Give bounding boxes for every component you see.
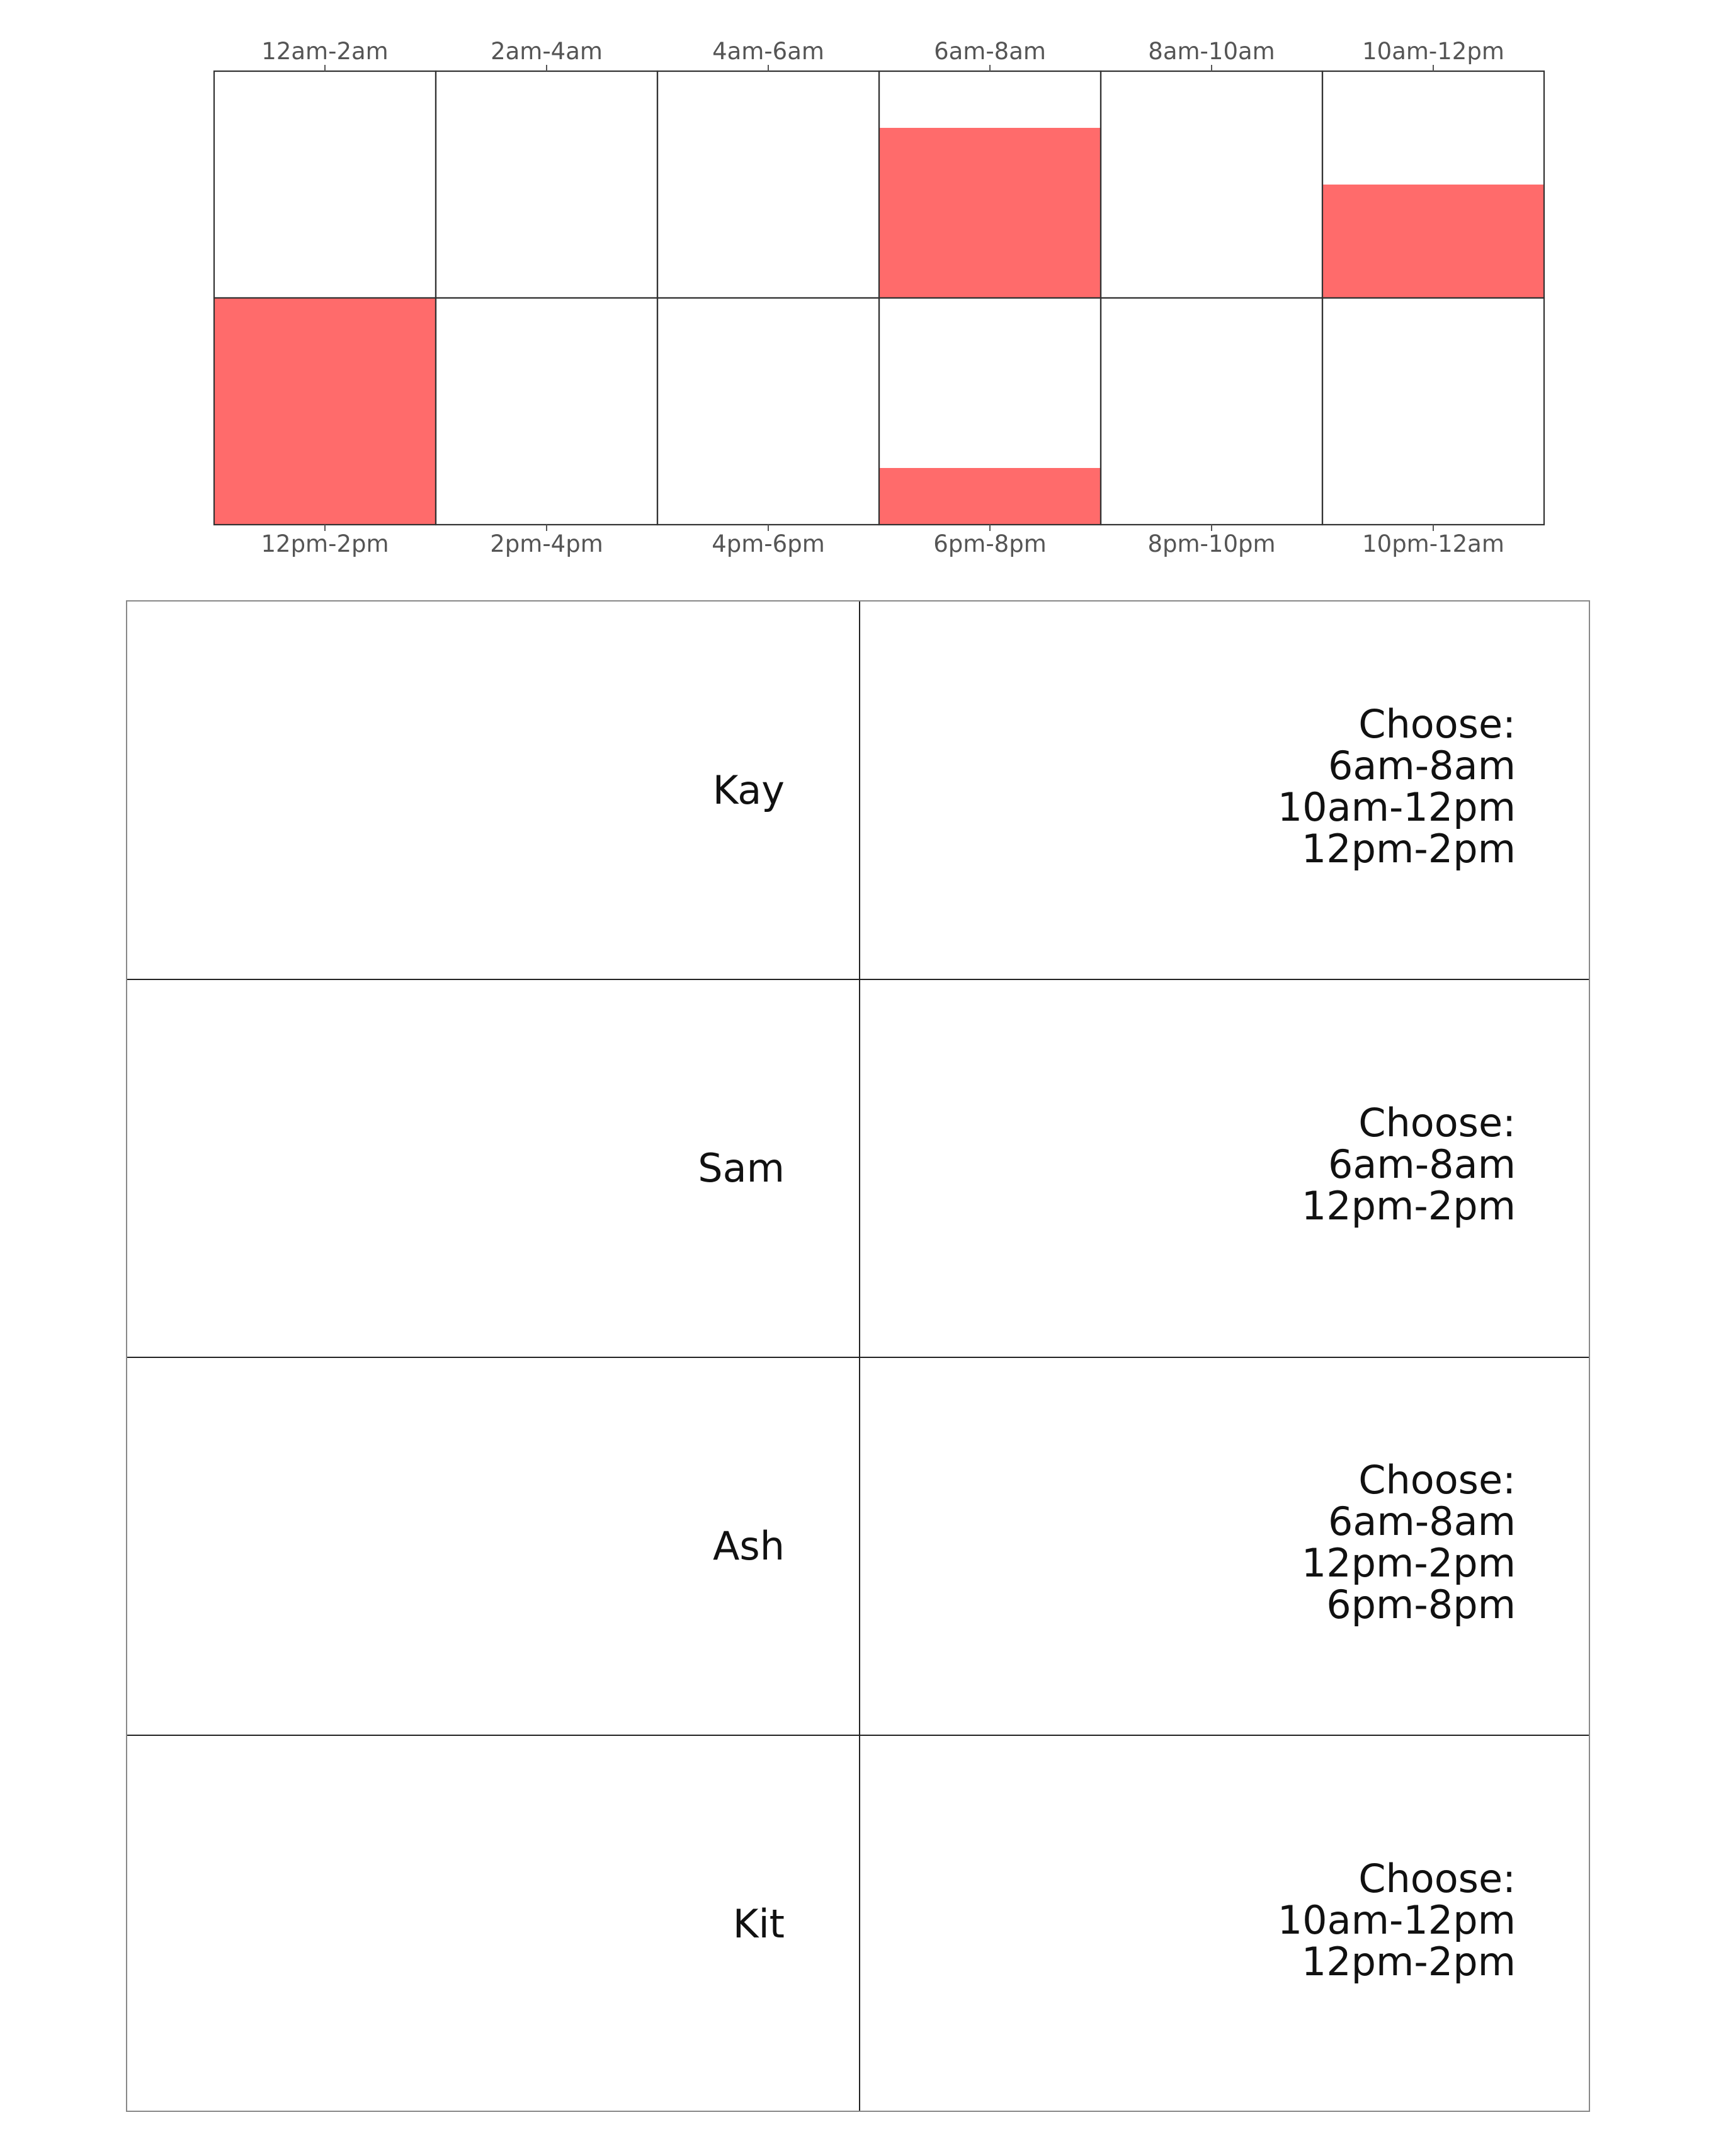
grid-cell [656,297,880,526]
row-divider [127,979,1589,980]
chart-cells [213,70,1545,526]
top-tick-label: 10am-12pm [1362,38,1504,65]
person-name: Sam [698,1145,785,1191]
choice-heading: Choose: [1358,701,1516,747]
table-row-kay: Kay Choose: 6am-8am 10am-12pm 12pm-2pm [127,602,1589,979]
choice-cell: Choose: 6am-8am 12pm-2pm [860,979,1590,1357]
person-name: Kit [732,1901,785,1947]
person-name: Kay [712,767,785,813]
name-cell: Ash [127,1357,859,1735]
bottom-tick-label: 4pm-6pm [712,530,825,557]
grid-cell [213,70,437,299]
name-cell: Kay [127,602,859,979]
name-cell: Sam [127,979,859,1357]
grid-cell [435,70,659,299]
choice-slot: 12pm-2pm [1301,1183,1516,1229]
chart-ticks [324,65,1434,531]
choice-slot: 6am-8am [1327,743,1516,789]
grid-cell [435,297,659,526]
top-tick-label: 6am-8am [934,38,1046,65]
choice-slot: 6pm-8pm [1326,1582,1516,1628]
choice-slot: 10am-12pm [1277,1897,1516,1943]
top-tick-label: 2am-4am [491,38,603,65]
bottom-tick-label: 8pm-10pm [1147,530,1275,557]
choice-slot: 12pm-2pm [1301,826,1516,872]
availability-bar [879,128,1101,298]
choice-cell: Choose: 6am-8am 12pm-2pm 6pm-8pm [860,1357,1590,1735]
row-divider [127,1357,1589,1358]
name-cell: Kit [127,1735,859,2113]
bottom-tick-label: 2pm-4pm [490,530,603,557]
top-tick-label: 8am-10am [1148,38,1275,65]
row-divider [127,1735,1589,1736]
availability-chart: 12am-2am 12pm-2pm 2am-4am 2pm-4pm 4am-6am 4pm… [213,38,1545,557]
person-name: Ash [712,1523,785,1569]
choice-slot: 12pm-2pm [1301,1939,1516,1985]
top-tick-label: 12am-2am [261,38,388,65]
grid-cell [1099,297,1324,526]
availability-bar [879,468,1101,525]
bottom-tick-label: 6pm-8pm [933,530,1047,557]
availability-bar [214,298,436,525]
grid-cell [656,70,880,299]
table-row-sam: Sam Choose: 6am-8am 12pm-2pm [127,979,1589,1357]
availability-bar [1322,185,1544,298]
choice-slot: 6am-8am [1327,1141,1516,1187]
table-row-kit: Kit Choose: 10am-12pm 12pm-2pm [127,1735,1589,2113]
choice-cell: Choose: 6am-8am 10am-12pm 12pm-2pm [860,602,1590,979]
choice-slot: 10am-12pm [1277,784,1516,830]
grid-cell [1321,297,1545,526]
choice-heading: Choose: [1358,1457,1516,1503]
bottom-tick-label: 12pm-2pm [261,530,389,557]
choice-cell: Choose: 10am-12pm 12pm-2pm [860,1735,1590,2113]
column-divider [859,602,860,2111]
schedule-table: Kay Choose: 6am-8am 10am-12pm 12pm-2pm S… [126,600,1590,2112]
choice-slot: 12pm-2pm [1301,1540,1516,1586]
choice-slot: 6am-8am [1327,1498,1516,1544]
choice-heading: Choose: [1358,1856,1516,1902]
table-row-ash: Ash Choose: 6am-8am 12pm-2pm 6pm-8pm [127,1357,1589,1735]
grid-cell [1099,70,1324,299]
chart-labels: 12am-2am 12pm-2pm 2am-4am 2pm-4pm 4am-6am 4pm… [261,38,1504,557]
choice-heading: Choose: [1358,1100,1516,1146]
bottom-tick-label: 10pm-12am [1362,530,1504,557]
top-tick-label: 4am-6am [712,38,824,65]
